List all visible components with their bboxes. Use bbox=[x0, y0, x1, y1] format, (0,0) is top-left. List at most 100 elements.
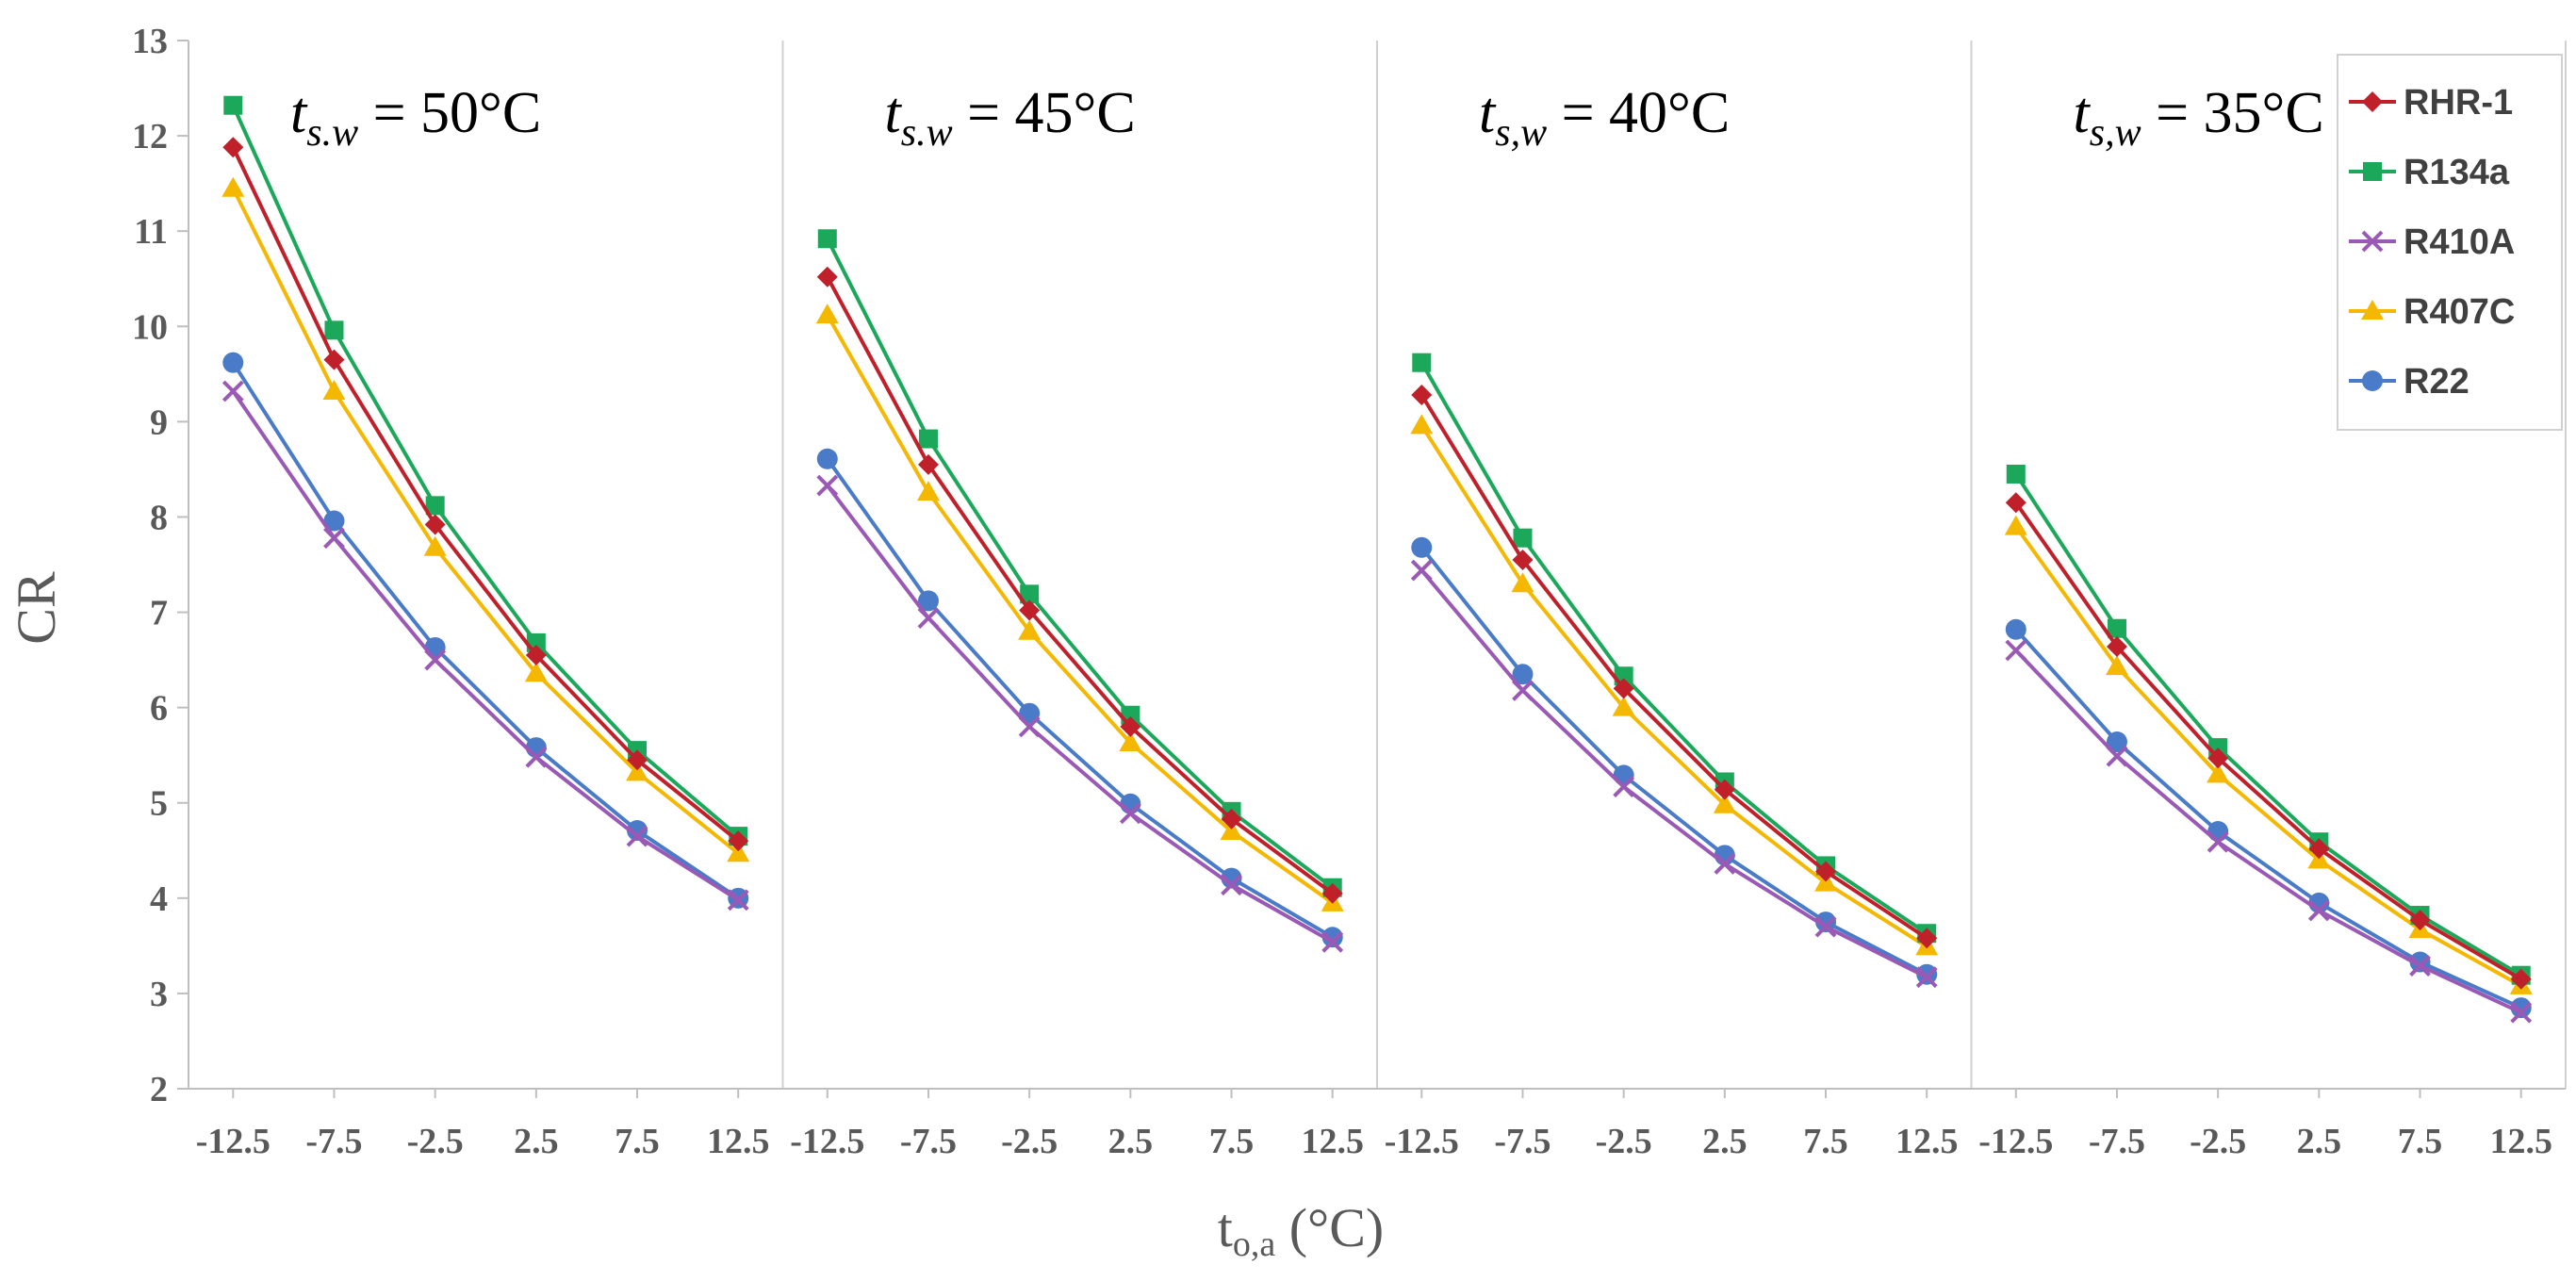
data-point-r134a bbox=[918, 429, 938, 449]
x-tick-label: 12.5 bbox=[2489, 1122, 2552, 1161]
data-point-r407c bbox=[1612, 696, 1635, 716]
series-line-r134a bbox=[2014, 472, 2522, 977]
data-point-r134a bbox=[2107, 618, 2126, 638]
series-line-r407c bbox=[826, 314, 1334, 905]
data-point-rhr-1 bbox=[1120, 715, 1141, 737]
series-lines bbox=[222, 95, 2533, 1024]
y-tick-label: 4 bbox=[150, 879, 168, 919]
data-point-r407c bbox=[727, 842, 750, 862]
data-point-r134a bbox=[1513, 528, 1533, 548]
data-point-rhr-1 bbox=[1815, 861, 1837, 882]
data-point-r410a bbox=[1915, 966, 1938, 989]
data-point-r22 bbox=[1321, 927, 1343, 948]
data-point-rhr-1 bbox=[1613, 678, 1634, 699]
y-tick-label: 6 bbox=[150, 689, 168, 729]
data-point-r22 bbox=[627, 820, 648, 842]
data-point-rhr-1 bbox=[2106, 635, 2127, 657]
x-axis-title: to,a (°C) bbox=[1218, 1197, 1385, 1264]
data-point-r22 bbox=[222, 352, 244, 373]
data-point-r407c bbox=[1220, 820, 1243, 841]
data-point-r407c bbox=[2004, 515, 2027, 535]
data-point-rhr-1 bbox=[1714, 779, 1735, 800]
data-point-r407c bbox=[2105, 655, 2128, 676]
panel-label: ts.w = 45°C bbox=[885, 81, 1136, 155]
x-tick-label: -12.5 bbox=[1978, 1122, 2053, 1161]
data-point-r407c bbox=[1018, 619, 1042, 640]
series-line-r134a bbox=[231, 104, 740, 838]
legend-label-rhr-1: RHR-1 bbox=[2404, 83, 2513, 123]
data-point-rhr-1 bbox=[1321, 882, 1343, 904]
data-point-r22 bbox=[323, 510, 345, 532]
x-tick-label: 7.5 bbox=[615, 1122, 660, 1161]
x-axis-title-sub: o,a bbox=[1233, 1224, 1276, 1264]
y-tick-label: 9 bbox=[150, 402, 168, 442]
y-tick-label: 8 bbox=[150, 498, 168, 537]
y-tick-label: 2 bbox=[150, 1070, 168, 1109]
data-point-r22 bbox=[1916, 963, 1938, 985]
data-point-rhr-1 bbox=[1221, 808, 1242, 829]
data-point-r410a bbox=[323, 527, 345, 550]
legend-marker-r22 bbox=[2362, 370, 2383, 391]
data-point-r410a bbox=[2307, 899, 2330, 922]
data-point-r410a bbox=[2510, 1001, 2533, 1024]
x-tick-label: 12.5 bbox=[1301, 1122, 1364, 1161]
data-point-r410a bbox=[1714, 853, 1736, 875]
data-point-r22 bbox=[2207, 821, 2229, 843]
data-point-r410a bbox=[525, 746, 548, 768]
data-point-r134a bbox=[2006, 464, 2026, 484]
data-point-r410a bbox=[1512, 680, 1534, 701]
x-tick-label: 7.5 bbox=[1803, 1122, 1848, 1161]
series-line-r134a bbox=[826, 238, 1334, 890]
data-point-r410a bbox=[424, 649, 447, 671]
x-tick-label: -7.5 bbox=[305, 1122, 362, 1161]
series-line-r134a bbox=[1419, 361, 1928, 935]
legend-label-r134a: R134a bbox=[2404, 153, 2510, 192]
data-point-r22 bbox=[1512, 664, 1534, 685]
panel-label: ts,w = 40°C bbox=[1479, 81, 1730, 155]
y-tick-label: 10 bbox=[132, 307, 168, 347]
series-line-r407c bbox=[231, 187, 740, 855]
data-point-r407c bbox=[1410, 414, 1434, 435]
y-tick-label: 13 bbox=[132, 22, 168, 61]
x-tick-label: -12.5 bbox=[790, 1122, 864, 1161]
y-tick-label: 5 bbox=[150, 784, 168, 824]
data-point-r22 bbox=[1613, 764, 1634, 786]
x-tick-label: 12.5 bbox=[707, 1122, 770, 1161]
data-point-r407c bbox=[222, 176, 245, 197]
series-line-r410a bbox=[1419, 568, 1928, 979]
data-point-r22 bbox=[1815, 911, 1837, 933]
data-point-r407c bbox=[626, 761, 649, 781]
data-point-rhr-1 bbox=[2308, 838, 2330, 860]
data-point-rhr-1 bbox=[917, 453, 939, 475]
series-line-r410a bbox=[2014, 649, 2522, 1014]
y-tick-label: 3 bbox=[150, 975, 168, 1014]
legend-marker-rhr-1 bbox=[2362, 91, 2383, 112]
data-point-r134a bbox=[425, 496, 445, 516]
data-point-r22 bbox=[2510, 997, 2532, 1019]
data-point-r134a bbox=[1020, 584, 1040, 604]
series-line-rhr-1 bbox=[231, 146, 740, 843]
data-point-r410a bbox=[1221, 874, 1242, 896]
data-point-rhr-1 bbox=[2409, 910, 2431, 931]
legend-label-r407c: R407C bbox=[2404, 292, 2515, 332]
series-line-r22 bbox=[1419, 546, 1928, 977]
x-tick-label: 2.5 bbox=[514, 1122, 559, 1161]
data-point-r410a bbox=[1119, 802, 1141, 825]
x-tick-label: -7.5 bbox=[2089, 1122, 2145, 1161]
data-point-rhr-1 bbox=[1512, 549, 1534, 570]
x-tick-label: 2.5 bbox=[2297, 1122, 2342, 1161]
data-point-r407c bbox=[2207, 763, 2230, 783]
series-line-r410a bbox=[231, 389, 740, 902]
data-point-rhr-1 bbox=[816, 266, 838, 287]
series-line-r407c bbox=[1419, 424, 1928, 949]
data-point-r410a bbox=[2409, 955, 2431, 977]
x-tick-label: -12.5 bbox=[196, 1122, 271, 1161]
panel-dividers bbox=[781, 41, 2567, 1089]
data-point-r134a bbox=[223, 95, 243, 115]
data-point-r410a bbox=[222, 380, 244, 402]
data-point-r134a bbox=[817, 229, 837, 249]
data-point-r407c bbox=[524, 662, 548, 682]
legend-marker-r134a bbox=[2363, 162, 2382, 181]
data-point-r407c bbox=[1713, 793, 1736, 813]
